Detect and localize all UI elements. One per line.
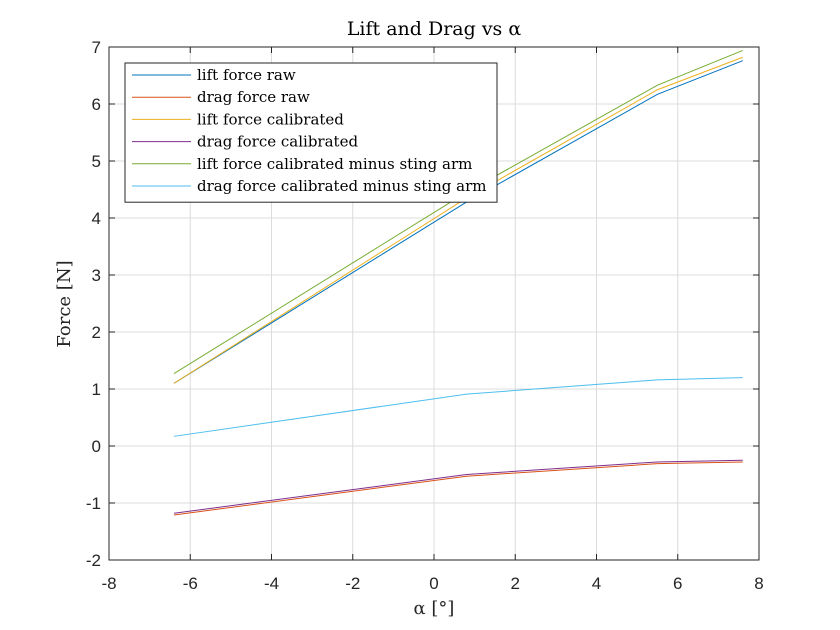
y-tick-label: 3 xyxy=(92,266,101,285)
series-line-5 xyxy=(173,49,743,375)
legend-label: lift force calibrated xyxy=(197,110,344,128)
x-tick-label: -8 xyxy=(101,574,116,593)
x-tick-label: -2 xyxy=(345,574,360,593)
legend-label: drag force calibrated minus sting arm xyxy=(197,177,487,195)
legend-box xyxy=(124,62,498,203)
y-tick-label: 2 xyxy=(92,323,101,342)
y-tick-label: 0 xyxy=(92,437,101,456)
legend-label: drag force raw xyxy=(197,88,310,106)
x-tick-label: 4 xyxy=(592,574,601,593)
series-line-3 xyxy=(173,56,743,384)
legend-label: lift force raw xyxy=(197,66,296,84)
legend-label: drag force calibrated xyxy=(197,133,358,151)
legend: lift force raw drag force raw lift force c… xyxy=(124,62,498,203)
legend-label: lift force calibrated minus sting arm xyxy=(197,155,472,173)
x-tick-label: -6 xyxy=(183,574,198,593)
x-tick-label: -4 xyxy=(264,574,279,593)
y-tick-label: 4 xyxy=(92,209,101,228)
tick-layer: -8 -6 -4 -2 0 2 4 6 8 -2 -1 0 1 2 3 4 5 6 7 xyxy=(86,38,764,593)
x-tick-label: 8 xyxy=(754,574,763,593)
x-tick-label: 0 xyxy=(429,574,438,593)
y-tick-label: 7 xyxy=(92,38,101,57)
series-line-1 xyxy=(173,60,743,384)
y-tick-label: 1 xyxy=(92,380,101,399)
x-tick-label: 2 xyxy=(511,574,520,593)
series-line-6 xyxy=(173,377,743,437)
y-tick-label: -2 xyxy=(86,551,101,570)
series-line-2 xyxy=(173,461,743,516)
x-tick-label: 6 xyxy=(673,574,682,593)
series-layer xyxy=(173,49,743,516)
y-tick-label: 6 xyxy=(92,95,101,114)
series-line-4 xyxy=(173,459,743,514)
y-tick-label: 5 xyxy=(92,152,101,171)
y-tick-label: -1 xyxy=(86,494,101,513)
x-axis-label: α [°] xyxy=(414,598,455,619)
y-axis-label: Force [N] xyxy=(54,260,75,347)
chart-title: Lift and Drag vs α xyxy=(347,18,522,40)
